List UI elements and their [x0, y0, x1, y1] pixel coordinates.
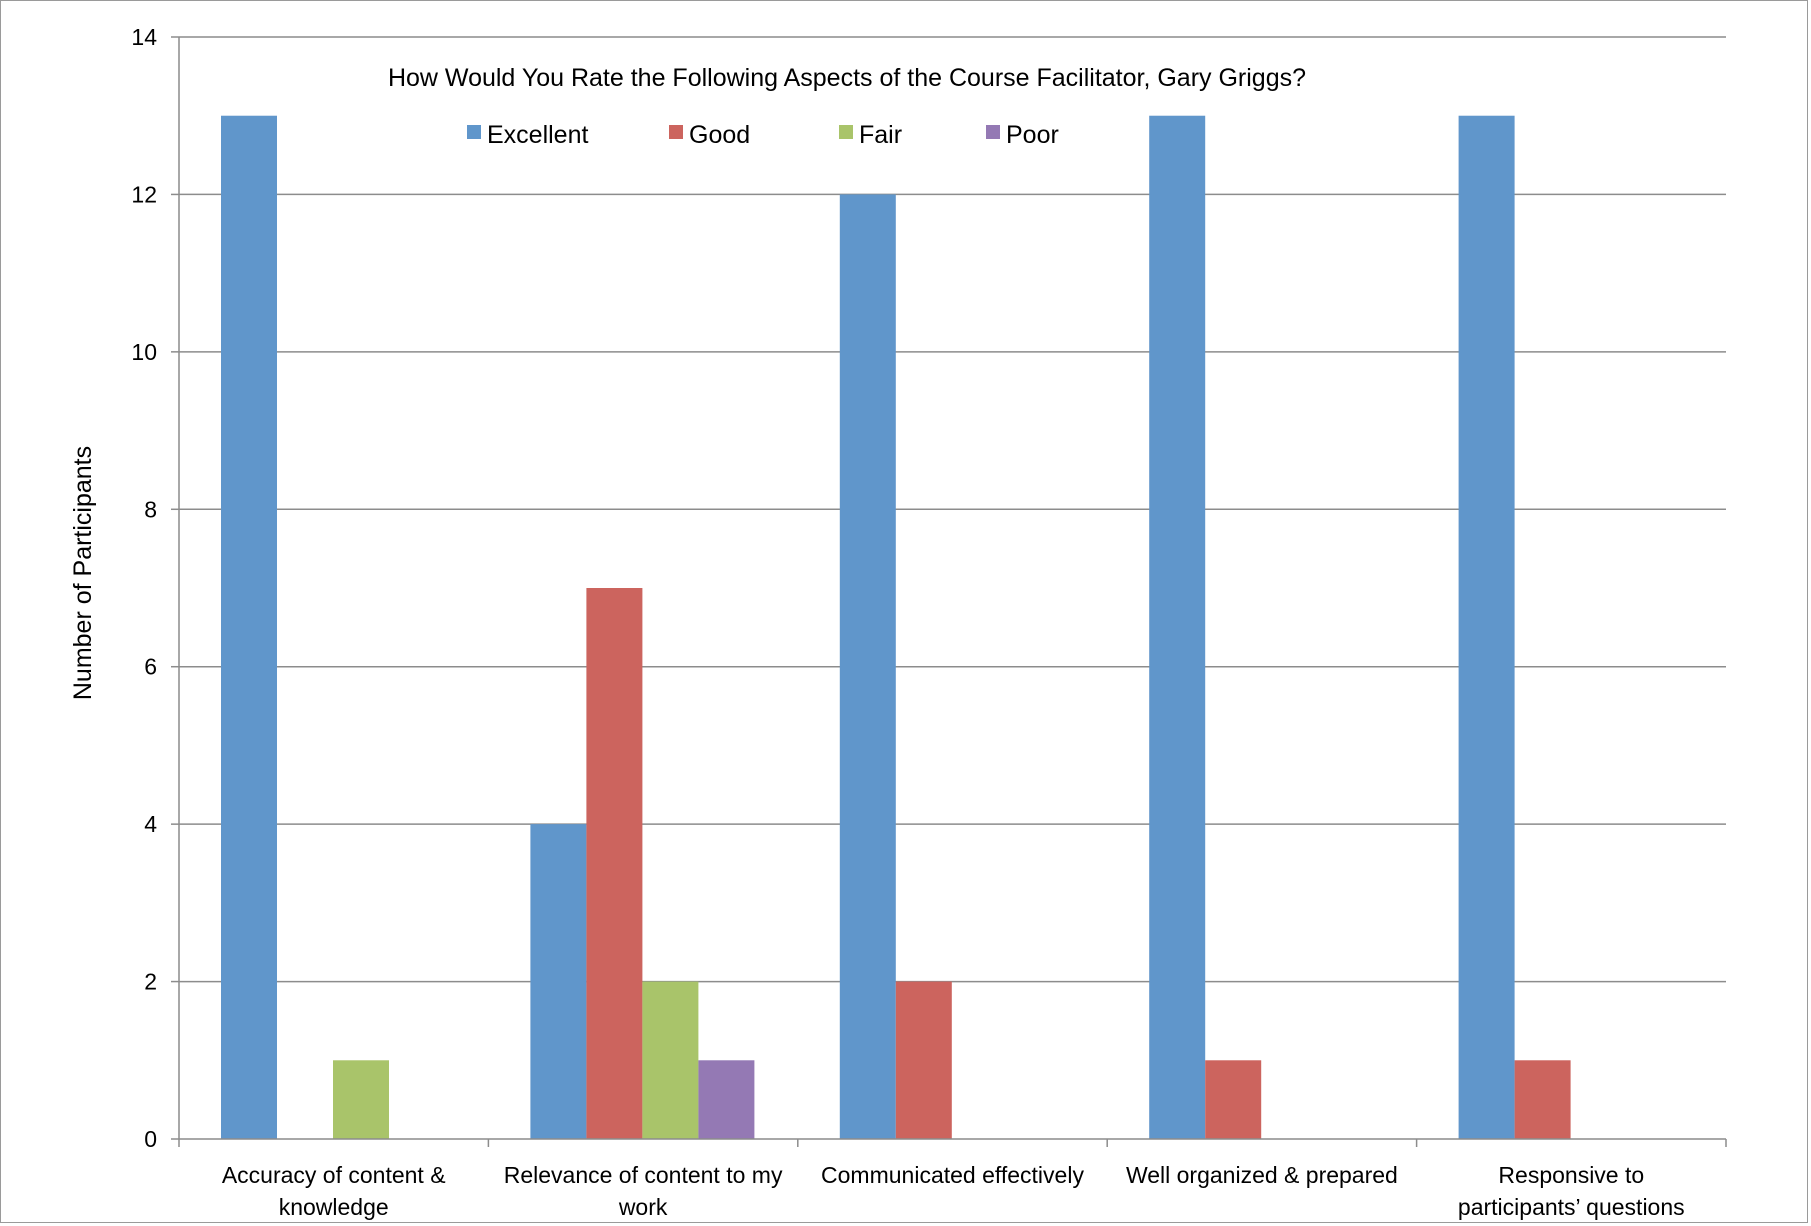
y-tick-label: 10	[131, 339, 157, 365]
y-tick-label: 8	[144, 496, 157, 522]
x-category-label: Communicated effectively	[821, 1162, 1084, 1188]
x-category-label-line: Relevance of content to my	[504, 1162, 783, 1188]
legend-label-good: Good	[689, 121, 750, 149]
bar-excellent	[530, 824, 587, 1139]
x-category-label-line: Well organized & prepared	[1126, 1162, 1398, 1188]
y-tick-label: 12	[131, 181, 157, 207]
bar-poor	[698, 1060, 755, 1139]
x-category-label-line: Responsive to	[1498, 1162, 1644, 1188]
gridlines	[179, 36, 1726, 983]
x-category-label-line: Communicated effectively	[821, 1162, 1084, 1188]
bar-good	[586, 588, 643, 1139]
bar-excellent	[1149, 115, 1206, 1139]
x-category-label: Responsive to participants’ questions	[1458, 1162, 1685, 1220]
y-tick-label: 6	[144, 654, 157, 680]
y-tick-label: 4	[144, 811, 157, 837]
y-axis-title: Number of Participants	[69, 446, 97, 700]
legend-label-fair: Fair	[859, 121, 902, 149]
legend-swatch-poor	[986, 125, 1000, 139]
bars	[221, 115, 1571, 1139]
x-category-label-line: work	[618, 1194, 668, 1220]
bar-excellent	[839, 194, 896, 1139]
bar-excellent	[1458, 115, 1515, 1139]
legend: Excellent Good Fair Poor	[467, 121, 1059, 149]
y-tick-label: 0	[144, 1126, 157, 1152]
x-category-label-line: participants’ questions	[1458, 1194, 1685, 1220]
x-category-label-line: Accuracy of content &	[222, 1162, 446, 1188]
bar-excellent	[221, 115, 277, 1139]
axes: 0 2 4 6 8 10 12 14 Accuracy of content & knowledg…	[131, 24, 1727, 1220]
bar-fair	[642, 981, 699, 1139]
x-category-label: Relevance of content to my work	[504, 1162, 783, 1220]
legend-label-poor: Poor	[1006, 121, 1059, 149]
x-category-label-line: knowledge	[279, 1194, 389, 1220]
chart-title: How Would You Rate the Following Aspects…	[388, 64, 1306, 92]
bar-good	[1514, 1060, 1571, 1139]
legend-swatch-good	[669, 125, 683, 139]
bar-good	[1205, 1060, 1262, 1139]
bar-fair	[333, 1060, 389, 1139]
legend-swatch-excellent	[467, 125, 481, 139]
x-category-label: Accuracy of content & knowledge	[222, 1162, 446, 1220]
legend-swatch-fair	[839, 125, 853, 139]
y-tick-label: 2	[144, 969, 157, 995]
bar-good	[895, 981, 952, 1139]
y-tick-label: 14	[131, 24, 157, 50]
legend-label-excellent: Excellent	[487, 121, 588, 149]
x-category-label: Well organized & prepared	[1126, 1162, 1398, 1188]
